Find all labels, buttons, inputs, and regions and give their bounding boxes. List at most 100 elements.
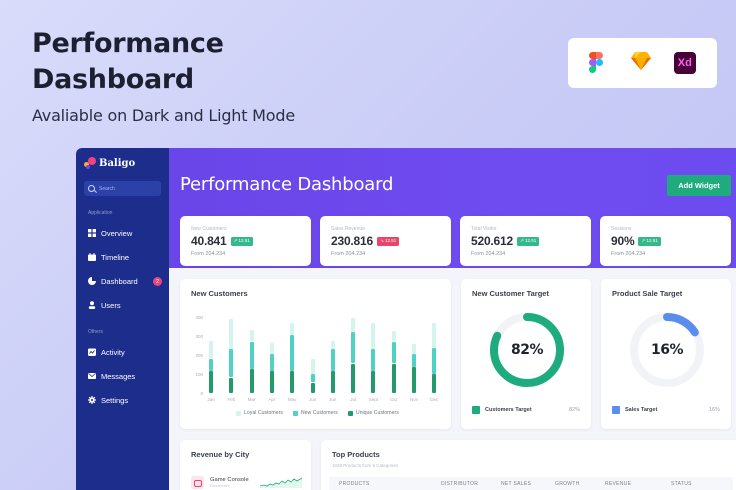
sketch-icon [631,52,652,74]
x-axis-tick: May [287,397,297,402]
bar-segment[interactable] [330,349,335,371]
sidebar-item-label: Timeline [101,252,130,262]
bar-segment[interactable] [290,322,295,335]
brand[interactable]: Baligo [84,157,135,169]
card-title: Product Sale Target [612,289,683,298]
bar-segment[interactable] [310,374,315,383]
bar-segment[interactable] [371,349,376,371]
legend-swatch [236,410,241,416]
column-header-products[interactable]: PRODUCTS [339,481,370,487]
bar-segment[interactable] [249,369,254,394]
bar-segment[interactable] [330,340,335,349]
section-label-application: Application [88,210,113,216]
bar-segment[interactable] [391,341,396,364]
new-customer-target-card: New Customer Target 82% Customers Target… [461,279,591,429]
legend-item-unique[interactable]: Unique Customers [347,410,399,416]
new-customers-chart-card: New Customers 0 100 200 300 400 Jan Feb Mar Apr M… [180,279,451,429]
bar-segment[interactable] [391,363,396,394]
stat-card-total-visitor[interactable]: Total Visitor 520.612 ↗ 12.51 From 204.2… [460,216,591,266]
sidebar-item-settings[interactable]: Settings [88,394,164,406]
stat-card-sessions[interactable]: Sessions 90% ↗ 12.51 From 204.234 [600,216,731,266]
bar-segment[interactable] [209,371,213,394]
sidebar-item-activity[interactable]: Activity [88,346,164,358]
column-header-growth[interactable]: GROWTH [555,481,580,487]
sidebar-item-dashboard[interactable]: Dashboard 2 [88,275,164,287]
donut-ring [490,313,564,387]
sidebar: Baligo Application Overview Timeline Das… [76,148,169,490]
add-widget-button[interactable]: Add Widget [667,175,731,196]
bar-segment[interactable] [371,371,376,394]
legend-item-loyal[interactable]: Loyal Customers [236,410,283,416]
brand-name: Baligo [99,157,136,169]
y-axis-tick: 0 [200,391,203,396]
bar-segment[interactable] [412,354,416,367]
bar-segment[interactable] [310,382,315,394]
stat-card-new-customers[interactable]: New Customers 40.841 ↗ 12.51 From 204.23… [180,216,311,266]
bar-segment[interactable] [269,354,274,371]
stat-label: Sessions [611,226,632,232]
product-sale-target-card: Product Sale Target 16% Sales Target 16% [601,279,731,429]
item-category: Electronics [210,483,230,488]
x-axis-tick: Jan [207,397,215,402]
bar-segment[interactable] [249,341,254,369]
bar-segment[interactable] [249,330,254,342]
bar-segment[interactable] [229,349,234,378]
bar-segment[interactable] [391,331,396,342]
sidebar-item-users[interactable]: Users [88,299,164,311]
bar-segment[interactable] [371,322,376,349]
bar-segment[interactable] [351,363,356,394]
sidebar-item-overview[interactable]: Overview [88,227,164,239]
column-header-distributor[interactable]: DISTRIBUTOR [441,481,479,487]
stat-from: From 204.234 [611,251,646,257]
calendar-icon [88,253,96,261]
stat-card-sales-revenue[interactable]: Sales Revenue 230.816 ↘ 12.51 From 204.2… [320,216,451,266]
column-header-status[interactable]: STATUS [671,481,692,487]
bar-segment[interactable] [310,358,315,374]
stat-value: 90% [611,234,635,248]
bar-segment[interactable] [432,322,437,348]
bar-segment[interactable] [229,318,234,349]
card-title: New Customers [191,289,248,298]
bar-segment[interactable] [351,332,356,364]
search-box[interactable] [84,181,161,196]
stat-value: 40.841 [191,234,227,248]
bar-segment[interactable] [432,348,437,374]
bar-segment[interactable] [412,367,416,394]
donut-percent: 82% [510,342,544,358]
design-tools-panel: Xd [568,38,717,88]
bar-segment[interactable] [412,343,416,354]
x-axis-tick: Jun [329,397,337,402]
bar-segment[interactable] [269,371,274,394]
sidebar-item-timeline[interactable]: Timeline [88,251,164,263]
y-axis-tick: 300 [195,334,203,339]
search-input[interactable] [99,185,159,192]
legend-item-new[interactable]: New Customers [292,410,338,416]
legend-swatch [347,410,353,416]
game-console-icon [191,476,204,489]
bar-segment[interactable] [351,318,356,332]
trend-up-badge: ↗ 12.51 [638,236,661,246]
x-axis-tick: Oct [390,397,398,402]
list-item[interactable]: Game Console Electronics [191,476,249,489]
sparkline-chart [260,477,302,488]
x-axis-tick: Mar [247,397,256,402]
bar-segment[interactable] [229,377,234,394]
column-header-net-sales[interactable]: NET SALES [501,481,532,487]
x-axis-tick: Apr [268,397,276,402]
y-axis-tick: 200 [195,353,203,358]
dashboard-app: Baligo Application Overview Timeline Das… [76,148,736,490]
x-axis-tick: Jun [308,397,317,402]
page-title: Performance Dashboard [180,174,394,195]
bar-segment[interactable] [269,342,274,354]
column-header-revenue[interactable]: REVENUE [605,481,632,487]
gear-icon [88,396,96,404]
sidebar-item-messages[interactable]: Messages [88,370,164,382]
bar-segment[interactable] [432,374,437,394]
stat-label: New Customers [191,226,227,232]
bar-segment[interactable] [209,340,213,359]
trend-down-badge: ↘ 12.51 [376,236,400,246]
bar-segment[interactable] [290,371,295,394]
bar-segment[interactable] [330,371,335,394]
bar-segment[interactable] [209,358,213,371]
bar-segment[interactable] [290,335,295,371]
